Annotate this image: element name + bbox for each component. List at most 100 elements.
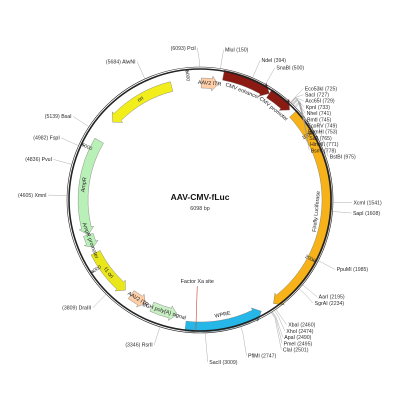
site-position: (1608) [365,211,380,217]
site-leader-line [312,124,329,157]
site-leader-line [292,98,306,120]
feature-cmv-promoter [266,89,290,111]
restriction-site-label: Acc65I (729) [305,99,335,105]
site-leader-line [92,294,107,308]
site-name: SacI [305,92,317,98]
site-leader-line [205,332,208,363]
site-name: RsrII [142,343,153,349]
site-leader-line [298,288,314,304]
site-leader-line [295,102,310,151]
tick-mark [308,132,313,135]
site-leader-line [197,47,200,68]
plasmid-size: 6098 bp [190,206,210,212]
restriction-site-label: XhoI (2474) [286,329,313,335]
restriction-site-label: ApaI (2490) [284,335,311,341]
site-position: (3809) [62,306,78,312]
site-position: (1985) [353,267,368,273]
feature-label: AAV2 ITR [198,80,222,88]
factor-xa-label: Factor Xa site [181,279,214,285]
site-name: ClaI [283,347,294,353]
site-position: (2195) [330,295,345,301]
feature-wpre [184,307,262,333]
site-name: BmtI [307,117,319,123]
feature-label: AmpR [80,177,88,193]
site-name: BamHI [308,130,325,136]
site-position: (975) [344,154,356,160]
site-position: (4605) [18,193,34,199]
restriction-site-label: BsmI (778) [311,148,337,154]
restriction-site-label: Eco53kI (725) [305,86,338,92]
site-leader-line [318,260,336,270]
site-name: NheI [307,111,319,117]
restriction-site-label: (4982) FspI [33,136,60,142]
plasmid-backbone-ring-outer [66,66,334,334]
site-name: AlwNI [122,59,136,65]
restriction-site-label: SgrAI (2234) [315,301,345,307]
restriction-site-label: NheI (741) [307,111,332,117]
feature-ori [111,81,174,123]
site-name: XcmI [353,200,366,206]
restriction-site-label: EcoRV (749) [308,123,338,129]
site-leader-line [53,159,72,165]
site-name: Acc65I [305,99,322,105]
site-position: (4982) [33,136,49,142]
site-position: (4836) [25,157,41,163]
feature-ampr [77,137,104,236]
tick-mark [311,259,316,262]
site-position: (778) [324,148,336,154]
restriction-site-label: HindIII (771) [310,142,339,148]
site-name: HindIII [310,142,326,148]
site-name: ApaI [284,335,296,341]
site-position: (2747) [261,354,276,360]
restriction-site-label: (5684) AlwNI [106,59,136,65]
restriction-site-label: NdeI (394) [262,58,287,64]
feature-cmv-enhancer [222,70,270,97]
site-leader-line [48,194,68,196]
restriction-site-label: (5139) BsaI [45,114,72,120]
site-position: (394) [274,58,286,64]
site-position: (765) [320,136,332,142]
restriction-site-label: (6093) PciI [171,46,196,52]
feature-layer [77,70,333,333]
site-leader-line [290,94,304,103]
site-name: EcoRV [308,123,326,129]
site-leader-line [291,98,306,114]
site-position: (725) [325,86,337,92]
site-name: XhoI [286,329,298,335]
restriction-site-label: SalI (765) [309,136,332,142]
site-name: BsmI [311,148,324,154]
site-position: (3346) [125,343,141,349]
site-leader-line [274,310,286,332]
restriction-site-label: XbaI (2460) [288,323,315,329]
site-position: (6093) [171,46,187,52]
site-name: NdeI [262,58,274,64]
site-position: (741) [319,111,331,117]
site-position: (771) [326,142,338,148]
site-leader-line [275,309,287,325]
site-leader-line [290,97,304,103]
feature-label: Firefly Luciferase [312,191,322,232]
site-leader-line [240,326,247,356]
site-leader-line [272,311,283,338]
site-name: BstBI [330,154,344,160]
site-leader-line [290,88,304,103]
site-name: SgrAI [315,301,329,307]
site-name: XbaI [288,323,300,329]
site-position: (749) [325,123,337,129]
site-name: Eco53kI [305,86,325,92]
site-leader-line [291,97,305,108]
feature-ampr-promoter [83,233,99,248]
site-leader-line [271,312,282,350]
feature-firefly-luciferase [273,110,333,306]
restriction-site-label: SacI (727) [305,92,329,98]
site-name: SnaBI [276,66,292,72]
restriction-site-label: BamHI (753) [308,130,338,136]
site-position: (2234) [329,301,344,307]
site-position: (3009) [223,360,238,366]
tick-label: 2000 [304,254,317,265]
plasmid-backbone-ring [68,68,332,332]
restriction-site-label: AarI (2195) [319,295,345,301]
site-leader-line [136,61,146,80]
restriction-site-label: ClaI (2501) [283,347,309,353]
